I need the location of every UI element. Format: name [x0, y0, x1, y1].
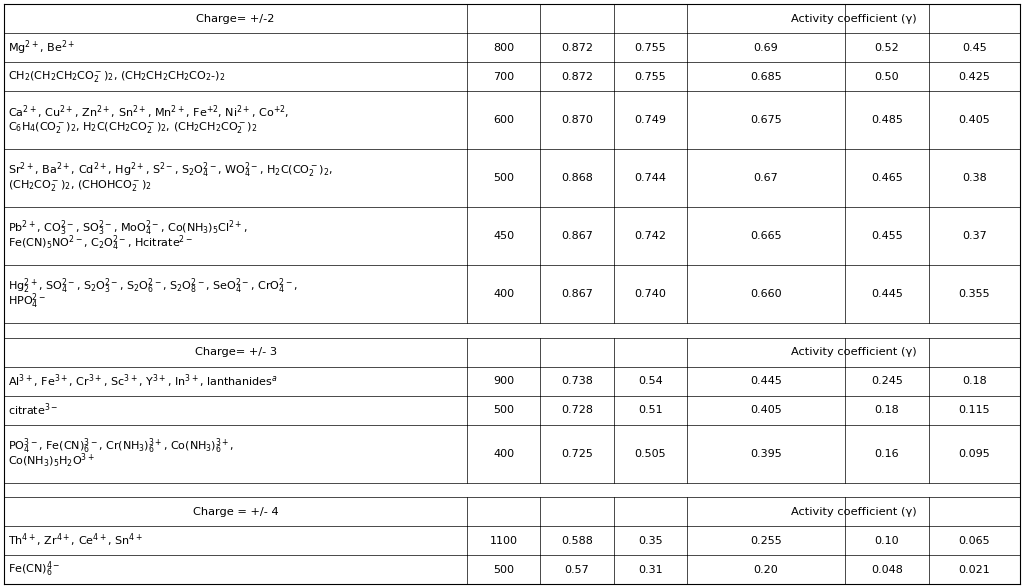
Text: Mg$^{2+}$, Be$^{2+}$: Mg$^{2+}$, Be$^{2+}$ — [8, 38, 76, 57]
Text: 0.355: 0.355 — [958, 289, 990, 299]
Text: 0.445: 0.445 — [871, 289, 903, 299]
Text: 0.57: 0.57 — [564, 564, 590, 574]
Text: 0.31: 0.31 — [638, 564, 663, 574]
Text: PO$_4^{3-}$, Fe(CN)$_6^{3-}$, Cr(NH$_3$)$_6^{3+}$, Co(NH$_3$)$_6^{3+}$,: PO$_4^{3-}$, Fe(CN)$_6^{3-}$, Cr(NH$_3$)… — [8, 436, 234, 456]
Text: C$_6$H$_4$(CO$_2^-$)$_2$, H$_2$C(CH$_2$CO$_2^-$)$_2$, (CH$_2$CH$_2$CO$_2^-$)$_2$: C$_6$H$_4$(CO$_2^-$)$_2$, H$_2$C(CH$_2$C… — [8, 120, 257, 135]
Text: 0.69: 0.69 — [754, 42, 778, 52]
Text: 0.18: 0.18 — [874, 405, 899, 415]
Text: 0.872: 0.872 — [561, 42, 593, 52]
Text: 500: 500 — [494, 173, 514, 183]
Text: 0.405: 0.405 — [958, 115, 990, 125]
Text: 0.245: 0.245 — [871, 376, 903, 386]
Text: 0.675: 0.675 — [751, 115, 782, 125]
Text: Sr$^{2+}$, Ba$^{2+}$, Cd$^{2+}$, Hg$^{2+}$, S$^{2-}$, S$_2$O$_4^{2-}$, WO$_4^{2-: Sr$^{2+}$, Ba$^{2+}$, Cd$^{2+}$, Hg$^{2+… — [8, 161, 333, 180]
Text: 0.395: 0.395 — [751, 449, 782, 459]
Text: Hg$_2^{2+}$, SO$_4^{2-}$, S$_2$O$_3^{2-}$, S$_2$O$_6^{2-}$, S$_2$O$_8^{2-}$, SeO: Hg$_2^{2+}$, SO$_4^{2-}$, S$_2$O$_3^{2-}… — [8, 276, 298, 296]
Text: 0.50: 0.50 — [874, 72, 899, 82]
Text: 0.445: 0.445 — [750, 376, 782, 386]
Text: 0.10: 0.10 — [874, 536, 899, 546]
Text: Ca$^{2+}$, Cu$^{2+}$, Zn$^{2+}$, Sn$^{2+}$, Mn$^{2+}$, Fe$^{+2}$, Ni$^{2+}$, Co$: Ca$^{2+}$, Cu$^{2+}$, Zn$^{2+}$, Sn$^{2+… — [8, 103, 289, 121]
Text: 0.51: 0.51 — [638, 405, 663, 415]
Text: 0.465: 0.465 — [871, 173, 903, 183]
Text: Co(NH$_3$)$_5$H$_2$O$^{3+}$: Co(NH$_3$)$_5$H$_2$O$^{3+}$ — [8, 452, 95, 470]
Text: Charge= +/-2: Charge= +/-2 — [197, 14, 274, 24]
Text: 0.870: 0.870 — [561, 115, 593, 125]
Text: Fe(CN)$_6^{4-}$: Fe(CN)$_6^{4-}$ — [8, 560, 60, 579]
Text: citrate$^{3-}$: citrate$^{3-}$ — [8, 402, 58, 418]
Text: 0.738: 0.738 — [561, 376, 593, 386]
Text: 0.660: 0.660 — [751, 289, 781, 299]
Text: 1100: 1100 — [489, 536, 518, 546]
Text: 0.095: 0.095 — [958, 449, 990, 459]
Text: 500: 500 — [494, 405, 514, 415]
Text: 0.505: 0.505 — [634, 449, 666, 459]
Text: 400: 400 — [494, 289, 514, 299]
Text: 0.749: 0.749 — [634, 115, 667, 125]
Text: 600: 600 — [494, 115, 514, 125]
Text: 0.67: 0.67 — [754, 173, 778, 183]
Text: 0.744: 0.744 — [634, 173, 667, 183]
Text: Pb$^{2+}$, CO$_3^{2-}$, SO$_3^{2-}$, MoO$_4^{2-}$, Co(NH$_3$)$_5$Cl$^{2+}$,: Pb$^{2+}$, CO$_3^{2-}$, SO$_3^{2-}$, MoO… — [8, 219, 248, 238]
Text: 0.065: 0.065 — [958, 536, 990, 546]
Text: Activity coefficient (γ): Activity coefficient (γ) — [791, 347, 916, 357]
Text: 0.755: 0.755 — [634, 42, 666, 52]
Text: 0.728: 0.728 — [561, 405, 593, 415]
Text: 0.588: 0.588 — [561, 536, 593, 546]
Text: Activity coefficient (γ): Activity coefficient (γ) — [791, 14, 916, 24]
Text: HPO$_4^{2-}$: HPO$_4^{2-}$ — [8, 292, 46, 312]
Text: 450: 450 — [494, 231, 514, 241]
Text: 0.20: 0.20 — [754, 564, 778, 574]
Text: Th$^{4+}$, Zr$^{4+}$, Ce$^{4+}$, Sn$^{4+}$: Th$^{4+}$, Zr$^{4+}$, Ce$^{4+}$, Sn$^{4+… — [8, 532, 143, 549]
Text: (CH$_2$CO$_2^-$)$_2$, (CHOHCO$_2^-$)$_2$: (CH$_2$CO$_2^-$)$_2$, (CHOHCO$_2^-$)$_2$ — [8, 178, 152, 193]
Text: 0.021: 0.021 — [958, 564, 990, 574]
Text: 0.725: 0.725 — [561, 449, 593, 459]
Text: 0.742: 0.742 — [634, 231, 667, 241]
Text: 0.740: 0.740 — [634, 289, 667, 299]
Text: 0.868: 0.868 — [561, 173, 593, 183]
Text: 0.54: 0.54 — [638, 376, 663, 386]
Text: 0.16: 0.16 — [874, 449, 899, 459]
Text: 0.867: 0.867 — [561, 231, 593, 241]
Text: 0.425: 0.425 — [958, 72, 990, 82]
Text: Fe(CN)$_5$NO$^{2-}$, C$_2$O$_4^{2-}$, Hcitrate$^{2-}$: Fe(CN)$_5$NO$^{2-}$, C$_2$O$_4^{2-}$, Hc… — [8, 234, 194, 253]
Text: 900: 900 — [494, 376, 514, 386]
Text: CH$_2$(CH$_2$CH$_2$CO$_2^-$)$_2$, (CH$_2$CH$_2$CH$_2$CO$_2$-)$_2$: CH$_2$(CH$_2$CH$_2$CO$_2^-$)$_2$, (CH$_2… — [8, 69, 225, 84]
Text: 0.405: 0.405 — [751, 405, 782, 415]
Text: 0.665: 0.665 — [751, 231, 781, 241]
Text: Charge = +/- 4: Charge = +/- 4 — [193, 506, 279, 516]
Text: Activity coefficient (γ): Activity coefficient (γ) — [791, 506, 916, 516]
Text: 0.38: 0.38 — [962, 173, 987, 183]
Text: 0.048: 0.048 — [871, 564, 903, 574]
Text: 0.18: 0.18 — [962, 376, 987, 386]
Text: 0.685: 0.685 — [751, 72, 782, 82]
Text: 0.35: 0.35 — [638, 536, 663, 546]
Text: 0.872: 0.872 — [561, 72, 593, 82]
Text: 500: 500 — [494, 564, 514, 574]
Text: Al$^{3+}$, Fe$^{3+}$, Cr$^{3+}$, Sc$^{3+}$, Y$^{3+}$, In$^{3+}$, lanthanides$^a$: Al$^{3+}$, Fe$^{3+}$, Cr$^{3+}$, Sc$^{3+… — [8, 372, 278, 390]
Text: 0.115: 0.115 — [958, 405, 990, 415]
Text: 0.455: 0.455 — [871, 231, 903, 241]
Text: 700: 700 — [494, 72, 514, 82]
Text: 0.485: 0.485 — [871, 115, 903, 125]
Text: 0.755: 0.755 — [634, 72, 666, 82]
Text: 400: 400 — [494, 449, 514, 459]
Text: 800: 800 — [494, 42, 514, 52]
Text: 0.52: 0.52 — [874, 42, 899, 52]
Text: 0.867: 0.867 — [561, 289, 593, 299]
Text: Charge= +/- 3: Charge= +/- 3 — [195, 347, 276, 357]
Text: 0.37: 0.37 — [962, 231, 987, 241]
Text: 0.255: 0.255 — [751, 536, 782, 546]
Text: 0.45: 0.45 — [962, 42, 987, 52]
